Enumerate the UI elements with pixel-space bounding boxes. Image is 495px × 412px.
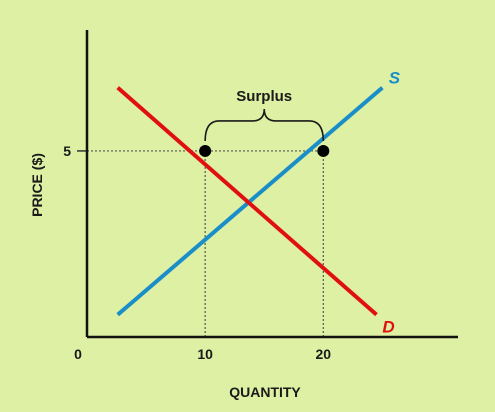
guide-lines <box>77 150 324 337</box>
surplus-brace <box>204 108 325 141</box>
curve-label-s: S <box>389 69 401 88</box>
intersection-points <box>199 144 330 157</box>
curve-d <box>116 86 378 317</box>
y-axis-title: PRICE ($) <box>29 153 45 217</box>
x-axis-title: QUANTITY <box>229 384 301 400</box>
data-point <box>317 144 330 157</box>
x-tick-label: 20 <box>316 346 332 362</box>
surplus-annotation: Surplus <box>204 88 325 141</box>
x-origin-label: 0 <box>74 346 82 362</box>
y-tick-label: 5 <box>63 143 71 159</box>
labels: PRICE ($) QUANTITY 0 10 20 5 S D <box>29 69 401 400</box>
x-tick-label: 10 <box>197 346 213 362</box>
curve-label-d: D <box>382 318 394 337</box>
curves <box>116 86 384 317</box>
axes <box>85 30 458 339</box>
surplus-label: Surplus <box>236 88 292 105</box>
data-point <box>199 144 212 157</box>
